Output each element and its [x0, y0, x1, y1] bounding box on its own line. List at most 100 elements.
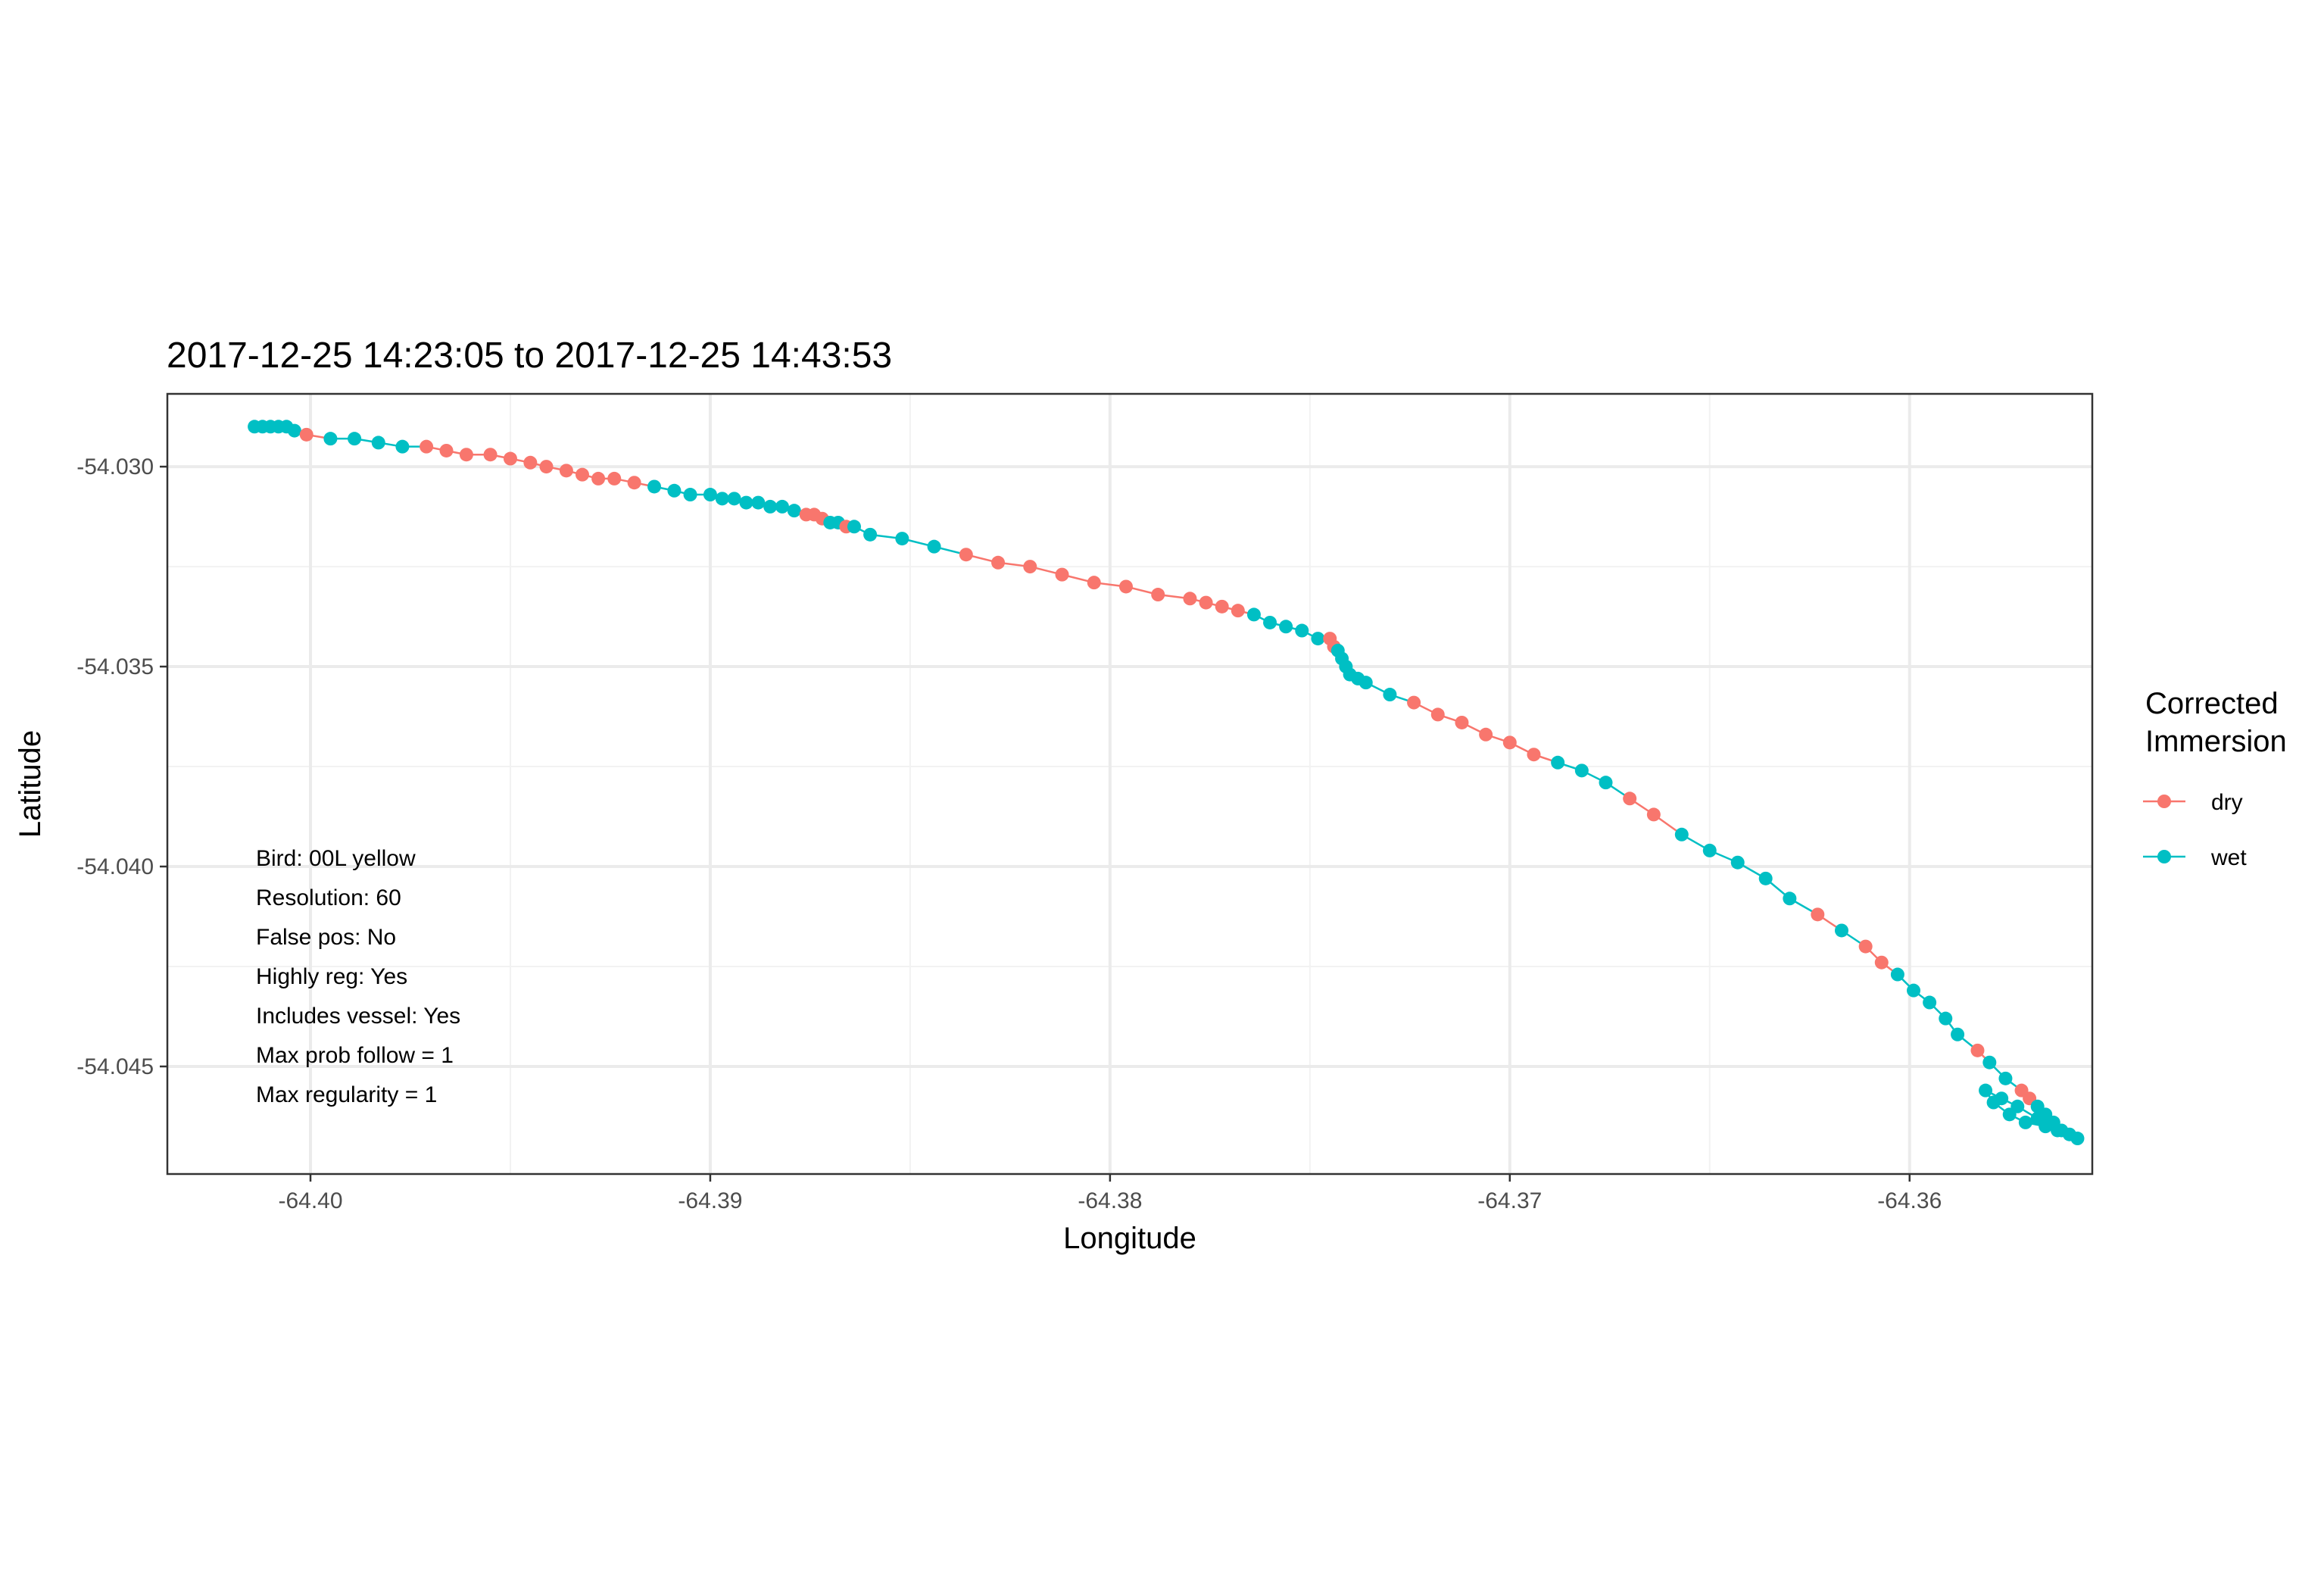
annotation-line: Max prob follow = 1: [256, 1043, 454, 1068]
point-wet: [1758, 871, 1773, 885]
annotation-block: Bird: 00L yellow Resolution: 60 False pos:…: [256, 846, 460, 1107]
point-dry: [559, 464, 573, 478]
y-axis-title: Latitude: [14, 730, 47, 838]
point-dry: [1118, 579, 1133, 594]
point-wet: [1890, 967, 1904, 982]
y-tick-label: -54.035: [76, 654, 154, 679]
point-wet: [787, 504, 801, 518]
point-wet: [1982, 1055, 1997, 1069]
point-wet: [1998, 1071, 2013, 1085]
point-wet: [2051, 1123, 2065, 1138]
point-dry: [1970, 1043, 1985, 1057]
x-axis-ticks: -64.40 -64.39 -64.38 -64.37 -64.36: [278, 1174, 1942, 1213]
plot-panel: [167, 394, 2092, 1174]
point-dry: [1199, 595, 1213, 610]
point-wet: [2039, 1119, 2053, 1134]
point-dry: [607, 471, 622, 486]
point-wet: [727, 492, 741, 506]
point-wet: [1783, 891, 1797, 906]
point-dry: [503, 451, 517, 466]
legend-item-dry: dry: [2143, 790, 2243, 815]
annotation-line: Resolution: 60: [256, 885, 401, 910]
point-dry: [299, 427, 314, 442]
legend-title-line-1: Corrected: [2145, 687, 2279, 720]
point-dry: [591, 471, 606, 486]
point-wet: [1263, 615, 1277, 629]
point-wet: [863, 527, 878, 542]
track-points: [248, 420, 2085, 1146]
point-wet: [895, 532, 909, 546]
point-wet: [1730, 855, 1745, 870]
x-tick-label: -64.37: [1477, 1188, 1542, 1213]
point-wet: [348, 432, 362, 446]
point-dry: [627, 476, 641, 490]
point-wet: [1951, 1027, 1965, 1041]
x-tick-label: -64.38: [1078, 1188, 1142, 1213]
point-wet: [1574, 763, 1589, 778]
x-tick-label: -64.36: [1877, 1188, 1942, 1213]
point-wet: [1907, 983, 1921, 998]
point-wet: [1359, 676, 1373, 690]
point-dry: [420, 439, 434, 454]
point-dry: [1455, 715, 1469, 729]
point-wet: [703, 488, 717, 502]
point-dry: [1215, 599, 1229, 614]
x-axis-title: Longitude: [1063, 1222, 1196, 1255]
x-tick-label: -64.40: [278, 1188, 342, 1213]
point-wet: [1551, 755, 1565, 770]
annotation-line: Includes vessel: Yes: [256, 1004, 460, 1029]
point-wet: [1986, 1095, 2001, 1110]
chart-title: 2017-12-25 14:23:05 to 2017-12-25 14:43:…: [167, 336, 892, 376]
point-dry: [1479, 727, 1493, 742]
legend-title-line-2: Immersion: [2145, 725, 2287, 758]
legend-key-point: [2157, 850, 2171, 863]
legend-label: dry: [2211, 790, 2243, 815]
point-dry: [1407, 695, 1421, 710]
point-dry: [439, 443, 454, 457]
y-tick-label: -54.045: [76, 1054, 154, 1079]
point-wet: [1311, 632, 1325, 646]
point-wet: [647, 479, 662, 494]
point-wet: [1599, 776, 1613, 790]
point-dry: [523, 455, 538, 470]
point-wet: [667, 483, 682, 498]
point-dry: [483, 448, 498, 462]
point-dry: [1811, 907, 1825, 922]
legend: Corrected Immersion dry wet: [2143, 687, 2287, 870]
point-dry: [1646, 807, 1661, 822]
point-dry: [1055, 567, 1069, 582]
point-wet: [1834, 923, 1848, 938]
point-wet: [683, 488, 697, 502]
point-dry: [1623, 792, 1637, 806]
point-dry: [1430, 707, 1445, 722]
point-dry: [1151, 588, 1165, 602]
annotation-line: Bird: 00L yellow: [256, 846, 416, 871]
point-wet: [287, 423, 301, 438]
point-wet: [1279, 620, 1293, 634]
point-dry: [459, 448, 473, 462]
grid-lines: [167, 394, 2092, 1174]
point-dry: [1231, 604, 1245, 618]
point-wet: [2070, 1132, 2085, 1146]
point-dry: [1502, 735, 1517, 750]
point-wet: [1939, 1011, 1953, 1026]
plot-border: [166, 392, 2094, 1176]
point-dry: [991, 555, 1006, 570]
y-tick-label: -54.040: [76, 854, 154, 879]
point-dry: [1023, 560, 1037, 574]
legend-item-wet: wet: [2143, 845, 2247, 870]
annotation-line: Highly reg: Yes: [256, 964, 407, 989]
point-wet: [2002, 1107, 2017, 1122]
point-wet: [751, 495, 766, 510]
point-wet: [371, 436, 385, 450]
point-dry: [575, 467, 589, 482]
point-dry: [1874, 955, 1889, 970]
point-wet: [1674, 827, 1689, 842]
point-wet: [1295, 623, 1309, 638]
point-dry: [1087, 576, 1101, 590]
annotation-line: Max regularity = 1: [256, 1082, 437, 1107]
point-dry: [959, 548, 973, 562]
point-wet: [1702, 843, 1717, 857]
y-tick-label: -54.030: [76, 454, 154, 479]
